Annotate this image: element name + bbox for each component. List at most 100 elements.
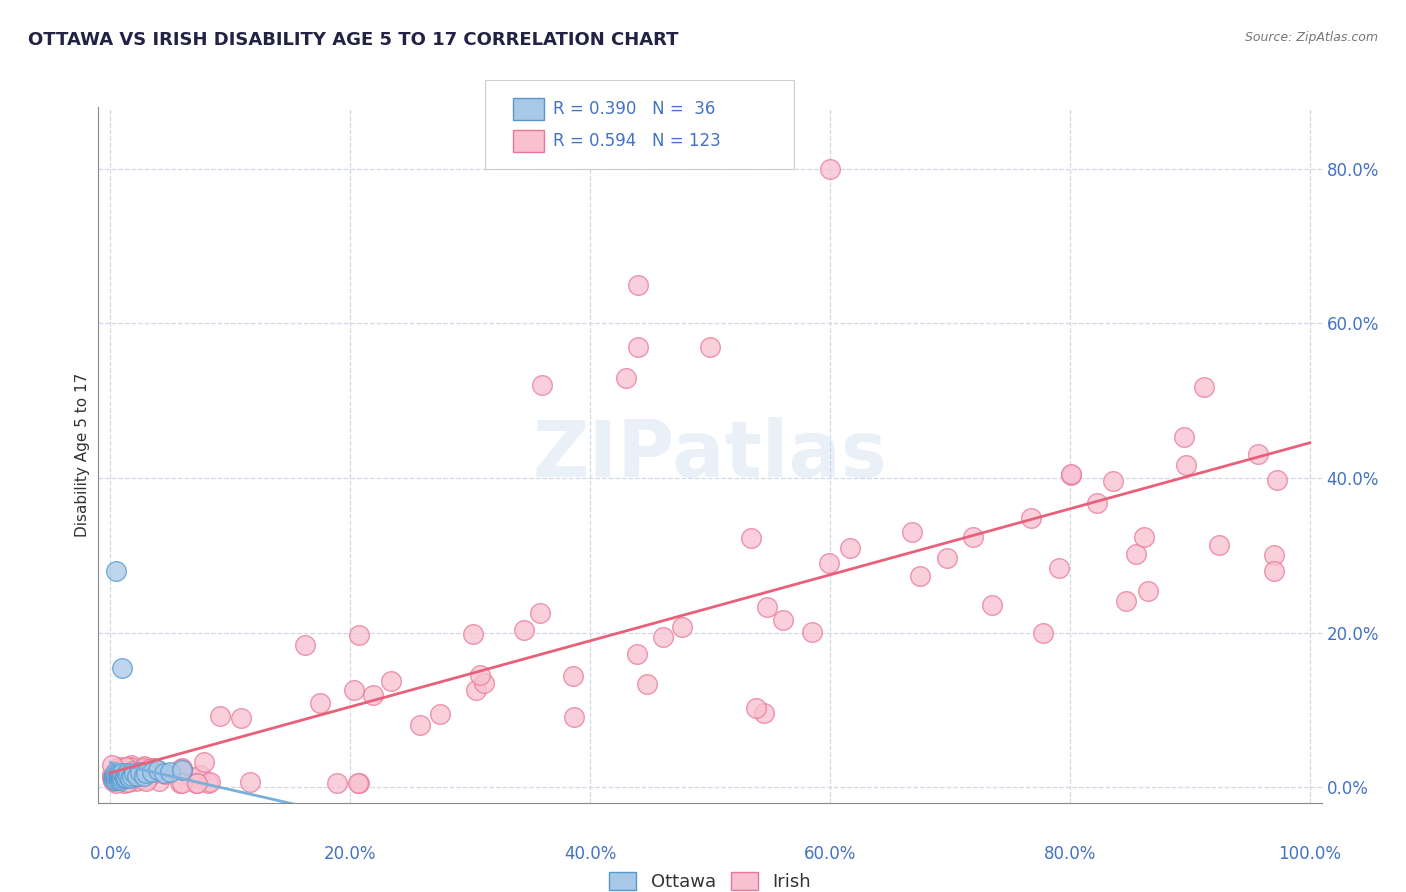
Point — [1175, 458, 1198, 472]
Point — [209, 709, 232, 723]
Point — [111, 771, 134, 785]
Point — [143, 761, 166, 775]
Point — [132, 759, 155, 773]
Point — [172, 761, 194, 775]
Text: 40.0%: 40.0% — [564, 846, 616, 863]
Point — [343, 682, 366, 697]
Point — [101, 771, 124, 785]
Point — [120, 767, 142, 781]
Point — [105, 769, 128, 783]
Point — [125, 769, 148, 783]
Point — [131, 761, 153, 775]
Point — [1060, 467, 1083, 482]
Point — [1115, 594, 1137, 608]
Text: R = 0.390   N =  36: R = 0.390 N = 36 — [553, 100, 714, 118]
Point — [110, 772, 132, 787]
Point — [936, 550, 959, 565]
Point — [1247, 447, 1270, 461]
Point — [817, 556, 839, 570]
Point — [1019, 510, 1042, 524]
Text: R = 0.594   N = 123: R = 0.594 N = 123 — [553, 132, 720, 150]
Point — [1132, 530, 1154, 544]
Point — [112, 770, 135, 784]
Point — [121, 764, 143, 779]
Point — [172, 767, 194, 781]
Point — [651, 630, 673, 644]
Point — [134, 760, 156, 774]
Point — [636, 677, 658, 691]
Point — [1263, 549, 1285, 563]
Point — [120, 758, 142, 772]
Point — [740, 531, 762, 545]
Point — [186, 776, 208, 790]
Y-axis label: Disability Age 5 to 17: Disability Age 5 to 17 — [75, 373, 90, 537]
Point — [110, 762, 132, 776]
Point — [112, 775, 135, 789]
Point — [114, 771, 136, 785]
Text: 0.0%: 0.0% — [90, 846, 131, 863]
Point — [103, 769, 125, 783]
Point — [105, 564, 128, 578]
Point — [1102, 474, 1125, 488]
Point — [472, 675, 495, 690]
Point — [1192, 379, 1215, 393]
Point — [188, 768, 211, 782]
Point — [141, 761, 163, 775]
Point — [1173, 430, 1195, 444]
Point — [180, 770, 202, 784]
Point — [107, 766, 129, 780]
Point — [468, 667, 491, 681]
Text: ZIPatlas: ZIPatlas — [533, 417, 887, 493]
Point — [910, 569, 932, 583]
Point — [1208, 538, 1230, 552]
Point — [186, 776, 208, 790]
Point — [110, 769, 132, 783]
Point — [614, 370, 637, 384]
Point — [125, 773, 148, 788]
Point — [107, 771, 129, 785]
Point — [531, 378, 554, 392]
Point — [1060, 467, 1083, 482]
Point — [108, 769, 131, 783]
Point — [198, 774, 221, 789]
Point — [129, 766, 152, 780]
Point — [429, 706, 451, 721]
Point — [627, 340, 650, 354]
Point — [818, 161, 841, 176]
Point — [409, 718, 432, 732]
Point — [294, 638, 316, 652]
Point — [135, 766, 157, 780]
Point — [103, 774, 125, 789]
Point — [112, 768, 135, 782]
Point — [104, 766, 127, 780]
Point — [901, 524, 924, 539]
Point — [104, 771, 127, 785]
Point — [380, 673, 402, 688]
Point — [115, 760, 138, 774]
Point — [121, 769, 143, 783]
Point — [115, 766, 138, 780]
Text: 100.0%: 100.0% — [1278, 846, 1341, 863]
Point — [744, 701, 766, 715]
Point — [107, 768, 129, 782]
Point — [309, 696, 332, 710]
Point — [756, 599, 779, 614]
Point — [699, 340, 721, 354]
Point — [170, 762, 193, 776]
Point — [135, 773, 157, 788]
Point — [115, 775, 138, 789]
Point — [239, 774, 262, 789]
Point — [839, 541, 862, 556]
Point — [118, 764, 141, 779]
Point — [141, 764, 163, 779]
Point — [117, 769, 139, 783]
Point — [100, 771, 122, 785]
Point — [231, 710, 253, 724]
Point — [108, 764, 131, 778]
Point — [148, 773, 170, 788]
Point — [115, 767, 138, 781]
Point — [121, 767, 143, 781]
Point — [105, 772, 128, 787]
Point — [800, 624, 823, 639]
Point — [981, 599, 1004, 613]
